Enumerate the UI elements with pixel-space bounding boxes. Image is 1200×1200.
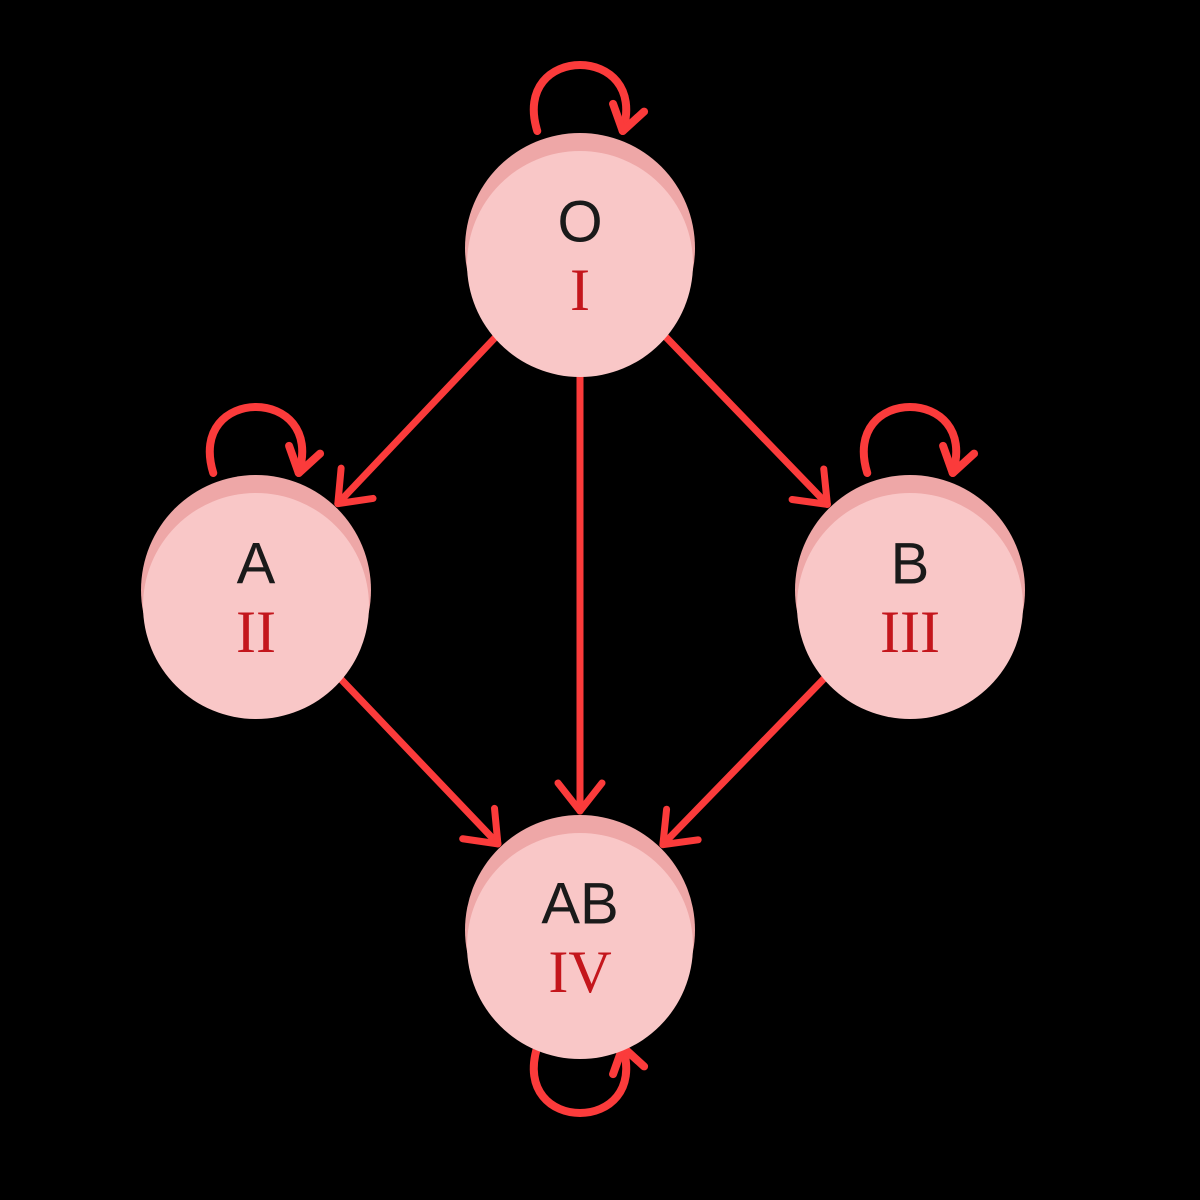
node-ab-roman: IV	[548, 939, 611, 1005]
node-ab-label: AB	[541, 871, 618, 936]
node-ab: ABIV	[465, 815, 695, 1059]
node-o-label: O	[557, 189, 602, 254]
node-a-roman: II	[236, 599, 276, 665]
node-o-roman: I	[570, 257, 590, 323]
edge-o-to-ab	[558, 367, 602, 811]
edge-o-to-b	[663, 334, 828, 505]
self-loop-o	[534, 65, 644, 131]
blood-type-diagram: OIAIIBIIIABIV	[0, 0, 1200, 1200]
node-b-roman: III	[880, 599, 940, 665]
edge-a-to-ab	[338, 676, 498, 844]
edge-b-to-ab	[663, 675, 827, 844]
edge-o-to-a	[338, 334, 498, 503]
self-loop-b	[864, 407, 974, 473]
edges-layer	[338, 334, 828, 845]
node-b-label: B	[891, 531, 930, 596]
self-loop-a	[210, 407, 320, 473]
node-b: BIII	[795, 475, 1025, 719]
node-a-label: A	[237, 531, 276, 596]
node-a: AII	[141, 475, 371, 719]
node-o: OI	[465, 133, 695, 377]
